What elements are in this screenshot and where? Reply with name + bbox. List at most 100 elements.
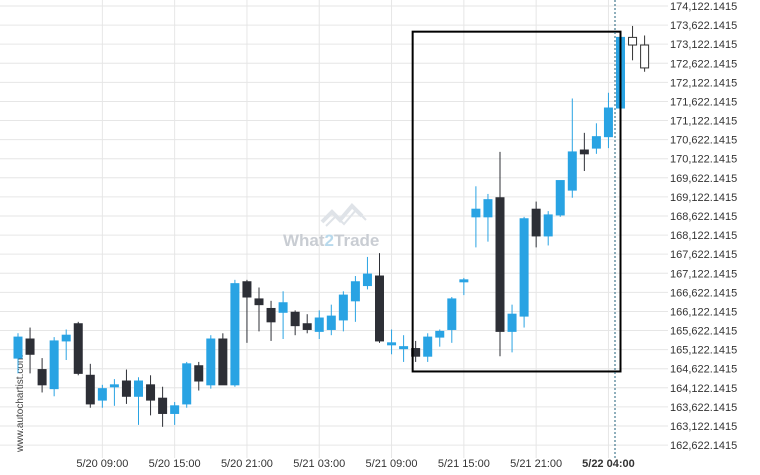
candle	[471, 186, 481, 248]
candles	[13, 25, 650, 427]
candle-body	[362, 273, 372, 287]
candle	[302, 314, 312, 334]
y-tick-label: 174,122.1415	[670, 1, 737, 13]
candle	[13, 333, 23, 374]
candle	[182, 361, 192, 408]
candle-body	[61, 334, 71, 342]
candle	[326, 304, 336, 336]
candle	[85, 363, 95, 408]
candle	[387, 329, 397, 355]
candle-body	[591, 136, 601, 149]
candle-body	[170, 405, 180, 414]
y-tick-label: 166,622.1415	[670, 287, 737, 299]
y-tick-label: 169,122.1415	[670, 192, 737, 204]
candle-body	[350, 281, 360, 302]
candle-body	[290, 311, 300, 327]
candle-body	[495, 197, 505, 332]
candle	[495, 151, 505, 357]
candle	[49, 337, 59, 397]
candle-body	[13, 336, 23, 359]
x-tick-label: 5/20 21:00	[221, 458, 273, 470]
candle	[628, 25, 638, 61]
candle	[399, 335, 409, 362]
y-tick-label: 164,122.1415	[670, 383, 737, 395]
candle-body	[302, 323, 312, 330]
candle	[218, 333, 228, 386]
candle-body	[242, 281, 252, 298]
candle-body	[73, 323, 83, 374]
y-tick-label: 172,122.1415	[670, 77, 737, 89]
candle	[278, 291, 288, 340]
candle-body	[531, 208, 541, 237]
candle-body	[603, 107, 613, 138]
watermark-logo-icon	[320, 203, 367, 227]
candle	[97, 384, 107, 408]
candle	[519, 216, 529, 328]
candle	[579, 132, 589, 172]
candle-body	[579, 149, 589, 155]
candle-body	[543, 214, 553, 237]
candle-body	[314, 317, 324, 332]
candle-body	[423, 336, 433, 357]
y-tick-label: 168,122.1415	[670, 230, 737, 242]
grid-lines	[0, 0, 668, 458]
pattern-box	[411, 30, 622, 373]
candle	[411, 340, 421, 362]
candle-body	[109, 384, 119, 388]
candle	[435, 329, 445, 347]
y-axis-ticks: 174,122.1415 173,622.1415 173,122.1415 172,…	[670, 1, 737, 452]
candle-body	[387, 342, 397, 346]
candle	[194, 361, 204, 391]
candle-body	[121, 380, 131, 397]
x-axis-ticks: 5/20 09:00 5/20 15:00 5/20 21:00 5/21 03:00…	[76, 458, 634, 470]
candle	[109, 379, 119, 406]
candle	[543, 211, 553, 246]
y-tick-label: 165,622.1415	[670, 326, 737, 338]
y-tick-label: 171,622.1415	[670, 96, 737, 108]
candle	[61, 329, 71, 361]
candle-body	[85, 374, 95, 405]
candle-body	[640, 44, 650, 69]
candle-body	[338, 294, 348, 321]
candle	[483, 193, 493, 242]
candle	[206, 335, 216, 389]
candle	[314, 310, 324, 340]
candle	[338, 291, 348, 332]
candle	[603, 92, 613, 149]
y-tick-label: 165,122.1415	[670, 345, 737, 357]
candle	[25, 327, 35, 374]
candle	[121, 369, 131, 404]
candle-body	[37, 369, 47, 386]
candle-body	[411, 348, 421, 357]
y-tick-label: 173,122.1415	[670, 39, 737, 51]
y-tick-label: 170,622.1415	[670, 135, 737, 147]
y-tick-label: 169,622.1415	[670, 173, 737, 185]
candle-body	[194, 365, 204, 382]
candle-body	[146, 384, 156, 401]
candle-body	[375, 275, 384, 342]
candle	[73, 321, 83, 376]
candle	[266, 300, 276, 341]
candle-body	[254, 298, 264, 306]
candle	[230, 279, 240, 387]
candle-body	[326, 315, 336, 330]
candle	[170, 402, 180, 425]
candle-body	[555, 180, 565, 216]
y-tick-label: 163,122.1415	[670, 421, 737, 433]
candle	[447, 297, 457, 343]
candle	[423, 333, 433, 362]
watermark: What2Trade www.autochartist.com	[15, 203, 379, 453]
candle	[531, 201, 541, 248]
candle	[362, 256, 372, 290]
candle-body	[218, 338, 228, 386]
candle-body	[97, 388, 107, 401]
candle-body	[49, 340, 59, 390]
x-tick-label: 5/22 04:00	[582, 458, 635, 470]
y-tick-label: 164,622.1415	[670, 364, 737, 376]
candle	[591, 123, 601, 154]
candle-body	[471, 208, 481, 218]
x-tick-label: 5/21 15:00	[438, 458, 490, 470]
watermark-side-text: www.autochartist.com	[15, 355, 26, 453]
